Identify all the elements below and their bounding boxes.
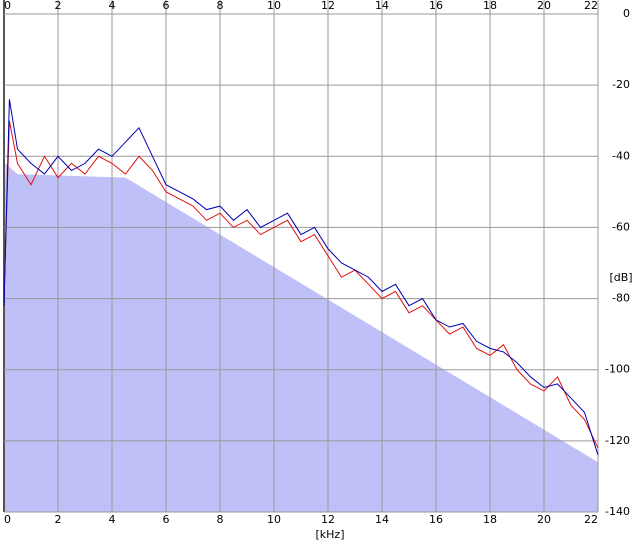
x-tick-label-bottom: 16 (429, 513, 443, 526)
x-axis-label: [kHz] (316, 528, 345, 541)
x-tick-label-top: 22 (584, 0, 598, 12)
x-tick-label-bottom: 20 (537, 513, 551, 526)
y-tick-label: -60 (612, 220, 630, 233)
x-tick-label-bottom: 2 (55, 513, 62, 526)
x-tick-label-top: 8 (217, 0, 224, 12)
spectrum-line (3, 99, 599, 456)
y-axis-label: [dB] (609, 271, 632, 284)
x-tick-label-top: 6 (163, 0, 170, 12)
x-tick-label-bottom: 14 (375, 513, 389, 526)
x-tick-label-top: 2 (55, 0, 62, 12)
x-tick-label-bottom: 18 (483, 513, 497, 526)
y-tick-label: -40 (612, 149, 630, 162)
x-tick-label-top: 20 (537, 0, 551, 12)
x-tick-label-bottom: 4 (109, 513, 116, 526)
x-tick-label-top: 18 (483, 0, 497, 12)
spectrum-area (4, 163, 598, 512)
x-tick-label-bottom: 0 (4, 513, 11, 526)
y-tick-label: -140 (605, 505, 630, 518)
x-tick-label-bottom: 12 (321, 513, 335, 526)
y-tick-label: -20 (612, 78, 630, 91)
x-tick-label-top: 12 (321, 0, 335, 12)
x-tick-label-top: 14 (375, 0, 389, 12)
x-tick-label-top: 10 (267, 0, 281, 12)
y-tick-label: -80 (612, 292, 630, 305)
y-tick-label: 0 (623, 7, 630, 20)
x-tick-label-bottom: 22 (584, 513, 598, 526)
x-tick-label-bottom: 6 (163, 513, 170, 526)
x-tick-label-bottom: 10 (267, 513, 281, 526)
x-tick-label-top: 16 (429, 0, 443, 12)
y-tick-label: -120 (605, 434, 630, 447)
x-tick-label-top: 4 (109, 0, 116, 12)
y-tick-label: -100 (605, 363, 630, 376)
x-tick-label-bottom: 8 (217, 513, 224, 526)
x-tick-label-top: 0 (4, 0, 11, 12)
